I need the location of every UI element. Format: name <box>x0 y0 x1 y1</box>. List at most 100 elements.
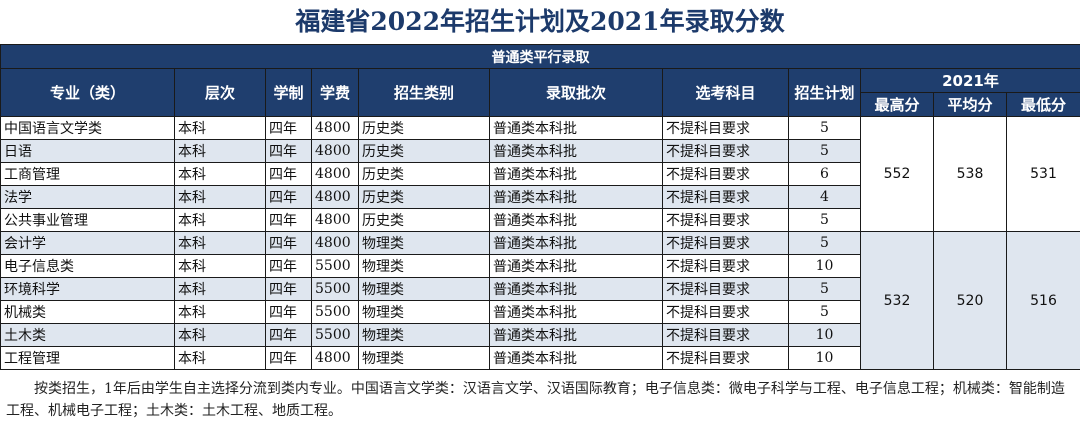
cell-category: 历史类 <box>358 162 490 186</box>
cell-major: 公共事业管理 <box>0 208 175 232</box>
col-years: 学制 <box>265 68 312 117</box>
cell-plan: 5 <box>788 231 861 255</box>
cell-plan: 5 <box>788 300 861 324</box>
footnote: 按类招生，1年后由学生自主选择分流到类内专业。中国语言文学类：汉语言文学、汉语国… <box>6 381 1065 419</box>
score-avg-history: 538 <box>933 116 1007 232</box>
cell-subjects: 不提科目要求 <box>662 346 789 370</box>
cell-years: 四年 <box>265 139 312 163</box>
cell-years: 四年 <box>265 277 312 301</box>
cell-major: 土木类 <box>0 323 175 347</box>
cell-major: 环境科学 <box>0 277 175 301</box>
cell-batch: 普通类本科批 <box>489 208 663 232</box>
cell-plan: 5 <box>788 277 861 301</box>
cell-category: 物理类 <box>358 300 490 324</box>
cell-plan: 10 <box>788 254 861 278</box>
cell-fee: 4800 <box>311 231 359 255</box>
table-row: 法学 本科 四年 4800 历史类 普通类本科批 不提科目要求 4 <box>0 185 1080 209</box>
col-fee: 学费 <box>311 68 359 117</box>
cell-batch: 普通类本科批 <box>489 323 663 347</box>
cell-years: 四年 <box>265 346 312 370</box>
col-year-group: 2021年 <box>860 68 1080 93</box>
cell-level: 本科 <box>174 139 266 163</box>
cell-plan: 5 <box>788 139 861 163</box>
cell-batch: 普通类本科批 <box>489 139 663 163</box>
cell-level: 本科 <box>174 185 266 209</box>
cell-batch: 普通类本科批 <box>489 346 663 370</box>
cell-fee: 5500 <box>311 300 359 324</box>
cell-plan: 5 <box>788 116 861 140</box>
page-title: 福建省2022年招生计划及2021年录取分数 <box>295 7 785 36</box>
col-plan: 招生计划 <box>788 68 861 117</box>
cell-years: 四年 <box>265 208 312 232</box>
cell-subjects: 不提科目要求 <box>662 185 789 209</box>
cell-years: 四年 <box>265 185 312 209</box>
cell-subjects: 不提科目要求 <box>662 323 789 347</box>
table-row: 工程管理 本科 四年 4800 物理类 普通类本科批 不提科目要求 10 <box>0 346 1080 370</box>
cell-batch: 普通类本科批 <box>489 162 663 186</box>
cell-level: 本科 <box>174 162 266 186</box>
cell-fee: 4800 <box>311 185 359 209</box>
col-level: 层次 <box>174 68 266 117</box>
cell-plan: 4 <box>788 185 861 209</box>
cell-batch: 普通类本科批 <box>489 277 663 301</box>
cell-years: 四年 <box>265 300 312 324</box>
cell-plan: 6 <box>788 162 861 186</box>
cell-fee: 5500 <box>311 323 359 347</box>
score-min-physics: 516 <box>1006 231 1080 370</box>
cell-years: 四年 <box>265 116 312 140</box>
col-category: 招生类别 <box>358 68 490 117</box>
table-row: 工商管理 本科 四年 4800 历史类 普通类本科批 不提科目要求 6 <box>0 162 1080 186</box>
cell-years: 四年 <box>265 323 312 347</box>
cell-major: 日语 <box>0 139 175 163</box>
cell-batch: 普通类本科批 <box>489 116 663 140</box>
cell-subjects: 不提科目要求 <box>662 231 789 255</box>
cell-fee: 5500 <box>311 254 359 278</box>
cell-fee: 4800 <box>311 116 359 140</box>
cell-level: 本科 <box>174 277 266 301</box>
header-row: 专业（类） 层次 学制 学费 招生类别 录取批次 选考科目 招生计划 2021年 <box>0 68 1080 117</box>
cell-category: 物理类 <box>358 254 490 278</box>
cell-fee: 4800 <box>311 208 359 232</box>
cell-fee: 5500 <box>311 277 359 301</box>
col-batch: 录取批次 <box>489 68 663 117</box>
score-avg-physics: 520 <box>933 231 1007 370</box>
table-row: 环境科学 本科 四年 5500 物理类 普通类本科批 不提科目要求 5 <box>0 277 1080 301</box>
cell-level: 本科 <box>174 323 266 347</box>
cell-major: 工程管理 <box>0 346 175 370</box>
cell-level: 本科 <box>174 116 266 140</box>
cell-major: 电子信息类 <box>0 254 175 278</box>
col-subjects: 选考科目 <box>662 68 789 117</box>
band-title: 普通类平行录取 <box>0 44 1080 69</box>
cell-years: 四年 <box>265 254 312 278</box>
cell-level: 本科 <box>174 208 266 232</box>
cell-plan: 10 <box>788 346 861 370</box>
score-max-physics: 532 <box>860 231 934 370</box>
cell-major: 中国语言文学类 <box>0 116 175 140</box>
table-row: 会计学 本科 四年 4800 物理类 普通类本科批 不提科目要求 5 532 5… <box>0 231 1080 370</box>
cell-major: 机械类 <box>0 300 175 324</box>
cell-subjects: 不提科目要求 <box>662 277 789 301</box>
header-subrow: 最高分 平均分 最低分 <box>1 92 1080 117</box>
cell-level: 本科 <box>174 254 266 278</box>
cell-batch: 普通类本科批 <box>489 254 663 278</box>
cell-plan: 5 <box>788 208 861 232</box>
col-avg: 平均分 <box>933 92 1007 117</box>
cell-category: 历史类 <box>358 139 490 163</box>
cell-major: 会计学 <box>0 231 175 255</box>
cell-batch: 普通类本科批 <box>489 185 663 209</box>
col-min: 最低分 <box>1006 92 1080 117</box>
cell-subjects: 不提科目要求 <box>662 116 789 140</box>
cell-subjects: 不提科目要求 <box>662 208 789 232</box>
cell-level: 本科 <box>174 231 266 255</box>
cell-category: 物理类 <box>358 323 490 347</box>
cell-major: 工商管理 <box>0 162 175 186</box>
band-row: 普通类平行录取 <box>0 44 1080 69</box>
cell-subjects: 不提科目要求 <box>662 139 789 163</box>
cell-major: 法学 <box>0 185 175 209</box>
cell-plan: 10 <box>788 323 861 347</box>
cell-category: 历史类 <box>358 208 490 232</box>
cell-years: 四年 <box>265 162 312 186</box>
score-max-history: 552 <box>860 116 934 232</box>
cell-category: 历史类 <box>358 116 490 140</box>
col-max: 最高分 <box>860 92 934 117</box>
